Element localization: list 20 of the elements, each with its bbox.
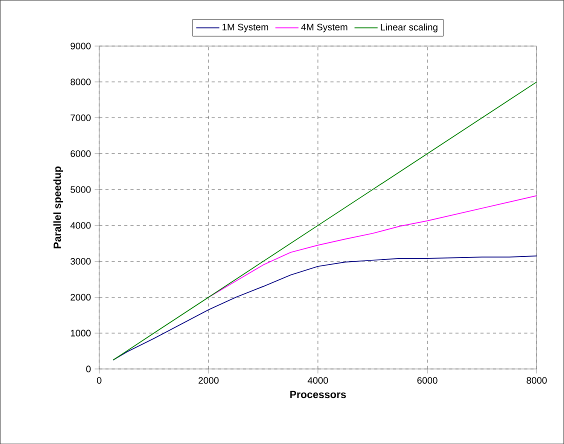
y-tick-label: 7000 [70, 114, 91, 122]
legend-label: 4M System [301, 24, 348, 32]
y-axis-title: Parallel speedup [53, 166, 64, 248]
x-axis-title: Processors [290, 390, 346, 398]
legend-label: 1M System [222, 24, 268, 32]
x-tick-label: 0 [96, 377, 102, 384]
y-tick-label: 9000 [70, 42, 91, 50]
y-tick-label: 2000 [70, 294, 91, 300]
y-tick-label: 4000 [70, 222, 91, 229]
x-tick-label: 4000 [308, 377, 328, 384]
legend-label: Linear scaling [380, 24, 438, 32]
y-tick-label: 1000 [70, 330, 91, 336]
x-tick-label: 8000 [526, 377, 547, 384]
y-tick-label: 5000 [70, 186, 91, 193]
y-tick-label: 0 [86, 366, 91, 372]
x-tick-label: 2000 [198, 377, 219, 384]
y-tick-label: 6000 [70, 150, 91, 157]
y-tick-label: 8000 [70, 78, 91, 86]
y-tick-label: 3000 [70, 258, 91, 265]
x-tick-label: 6000 [417, 377, 438, 384]
